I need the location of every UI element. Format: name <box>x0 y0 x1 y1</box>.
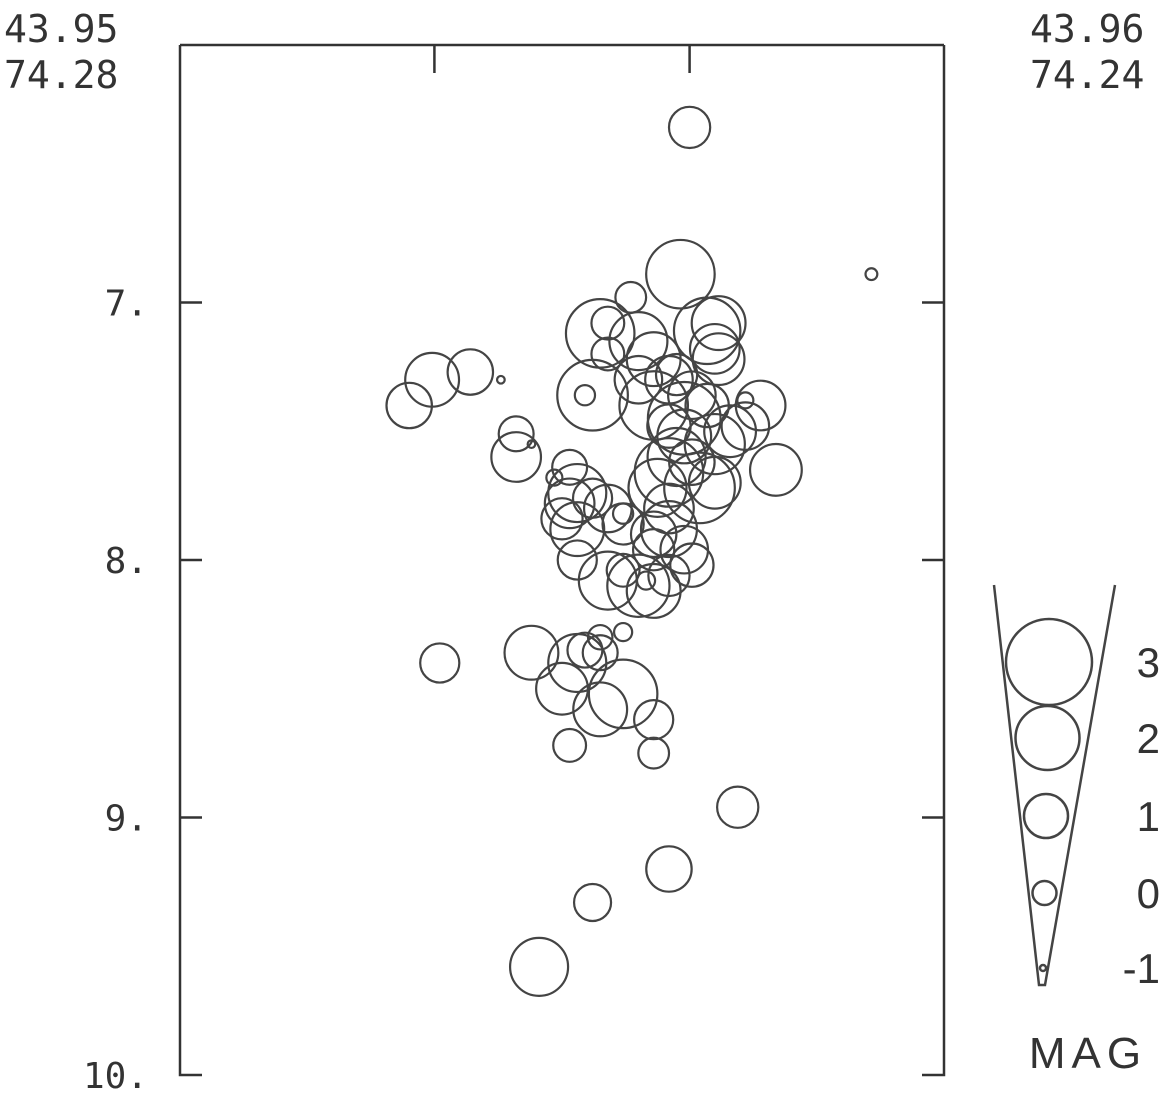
earthquake-point <box>490 431 543 483</box>
earthquake-point <box>633 699 675 741</box>
earthquake-point <box>590 336 626 372</box>
right-axis-line <box>922 45 946 1077</box>
earthquake-point <box>614 280 648 314</box>
earthquake-point <box>669 542 715 588</box>
legend-label-mag-0: 0 <box>1137 870 1160 917</box>
earthquake-point <box>543 477 596 530</box>
earthquake-point <box>613 354 664 405</box>
earthquake-point <box>667 105 712 150</box>
legend-circle-mag--1 <box>1038 963 1048 973</box>
magnitude-legend: 3 2 1 0 -1 MAG <box>992 584 1160 1078</box>
earthquake-points <box>385 105 879 997</box>
earthquake-point <box>691 332 746 387</box>
earthquake-point <box>631 528 676 572</box>
earthquake-point <box>637 736 671 770</box>
earthquake-point <box>625 562 682 619</box>
earthquake-point <box>659 524 710 575</box>
earthquake-point <box>547 462 608 524</box>
earthquake-point <box>581 634 619 672</box>
legend-label-mag--1: -1 <box>1123 945 1160 992</box>
legend-title: MAG <box>1029 1029 1147 1078</box>
earthquake-point <box>552 727 588 763</box>
earthquake-point <box>627 457 688 518</box>
earthquake-point <box>667 370 717 421</box>
earthquake-point <box>446 348 495 396</box>
corner-label-right-lon: 74.24 <box>1030 53 1144 97</box>
legend-label-mag-3: 3 <box>1137 639 1160 686</box>
earthquake-point <box>556 539 598 581</box>
earthquake-point <box>654 352 699 397</box>
earthquake-point <box>688 322 741 375</box>
legend-circle-mag-2 <box>1014 704 1081 772</box>
earthquake-point <box>736 391 755 410</box>
corner-label-left-lon: 74.28 <box>4 53 118 97</box>
earthquake-point <box>586 623 614 651</box>
earthquake-point <box>647 553 691 598</box>
earthquake-point <box>734 379 787 432</box>
earthquake-point <box>683 412 746 476</box>
y-tick-label-1: 8. <box>105 541 148 582</box>
earthquake-point <box>385 381 434 430</box>
earthquake-point <box>549 501 606 558</box>
earthquake-point <box>503 624 560 681</box>
legend-circle-mag-0 <box>1031 879 1058 907</box>
axis-ticks: 7. 8. 9. 10. <box>83 45 944 1097</box>
y-tick-label-3: 10. <box>83 1056 148 1097</box>
earthquake-point <box>605 552 641 588</box>
earthquake-point <box>545 468 564 487</box>
left-axis-line <box>178 45 202 1077</box>
earthquake-point <box>535 661 589 716</box>
earthquake-point <box>703 404 758 459</box>
earthquake-point <box>864 267 879 282</box>
earthquake-point <box>612 621 634 643</box>
earthquake-point <box>748 442 803 497</box>
earthquake-point <box>497 415 535 453</box>
earthquake-point <box>571 477 614 519</box>
earthquake-point <box>663 451 736 525</box>
earthquake-point <box>540 497 584 541</box>
earthquake-point <box>716 785 760 829</box>
earthquake-point <box>645 238 716 310</box>
earthquake-point <box>419 642 461 684</box>
corner-label-right-lat: 43.96 <box>1030 7 1144 51</box>
legend-circle-mag-3 <box>1004 617 1094 707</box>
corner-label-left-lat: 43.95 <box>4 7 118 51</box>
earthquake-point <box>645 845 693 893</box>
y-tick-label-0: 7. <box>105 284 148 325</box>
earthquake-point <box>643 482 695 535</box>
earthquake-point <box>572 681 629 738</box>
legend-cone-outline <box>992 584 1117 987</box>
plot-frame <box>178 43 946 1077</box>
legend-circle-mag-1 <box>1022 792 1070 840</box>
earthquake-point <box>573 384 597 407</box>
earthquake-point <box>508 936 570 997</box>
y-tick-label-2: 9. <box>105 799 148 840</box>
earthquake-point <box>611 502 635 525</box>
earthquake-point <box>646 426 707 488</box>
earthquake-point <box>556 358 629 432</box>
earthquake-point <box>590 305 626 341</box>
earthquake-point <box>587 658 659 730</box>
earthquake-point <box>606 553 671 618</box>
legend-label-mag-1: 1 <box>1137 793 1160 840</box>
legend-label-mag-2: 2 <box>1137 715 1160 762</box>
earthquake-point <box>551 448 589 486</box>
earthquake-point <box>690 295 747 352</box>
earthquake-point <box>687 455 742 510</box>
earthquake-point <box>495 374 506 385</box>
earthquake-point <box>608 311 669 372</box>
earthquake-point <box>629 510 678 559</box>
earthquake-point <box>572 882 613 923</box>
